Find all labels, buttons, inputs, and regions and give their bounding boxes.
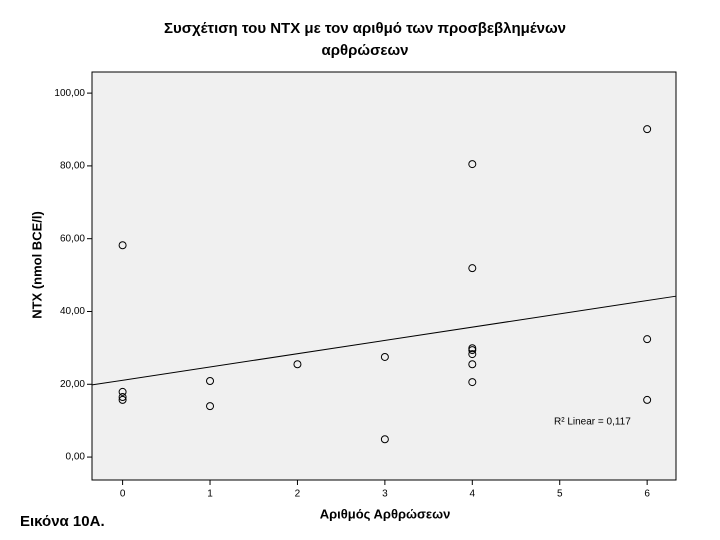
annotation: R² Linear = 0,117 [554, 417, 631, 428]
y-tick-label: 0,00 [66, 452, 86, 463]
point [643, 125, 652, 134]
point [468, 350, 477, 359]
point [380, 352, 389, 361]
x-axis-label: Αριθμός Αρθρώσεων [320, 506, 451, 521]
x-tick-label: 0 [120, 489, 126, 500]
x-tick-label: 1 [207, 489, 213, 500]
point [380, 435, 389, 444]
plot-area [91, 71, 677, 481]
y-tick-label: 20,00 [60, 379, 85, 390]
x-tick-label: 5 [557, 489, 563, 500]
point [468, 264, 477, 273]
point [643, 335, 652, 344]
point [468, 378, 477, 387]
point [206, 377, 215, 386]
point [118, 393, 127, 402]
point [468, 346, 477, 355]
point [468, 360, 477, 369]
y-tick-label: 80,00 [60, 161, 85, 172]
point [206, 402, 215, 411]
point [118, 395, 127, 404]
y-tick-label: 100,00 [54, 88, 85, 99]
fit-line [91, 295, 677, 386]
point [468, 160, 477, 169]
y-tick-label: 60,00 [60, 233, 85, 244]
x-tick-label: 2 [295, 489, 301, 500]
caption: Εικόνα 10Α. [20, 513, 105, 530]
y-axis-label: NTX (nmol BCE/l) [29, 211, 44, 319]
x-tick-label: 4 [470, 489, 476, 500]
point [293, 360, 302, 369]
point [118, 387, 127, 396]
point [643, 395, 652, 404]
x-tick-label: 6 [644, 489, 650, 500]
chart-title: Συσχέτιση του NTX με τον αριθμό των προσ… [164, 20, 566, 59]
x-tick-label: 3 [382, 489, 388, 500]
y-tick-label: 40,00 [60, 306, 85, 317]
point [118, 241, 127, 250]
